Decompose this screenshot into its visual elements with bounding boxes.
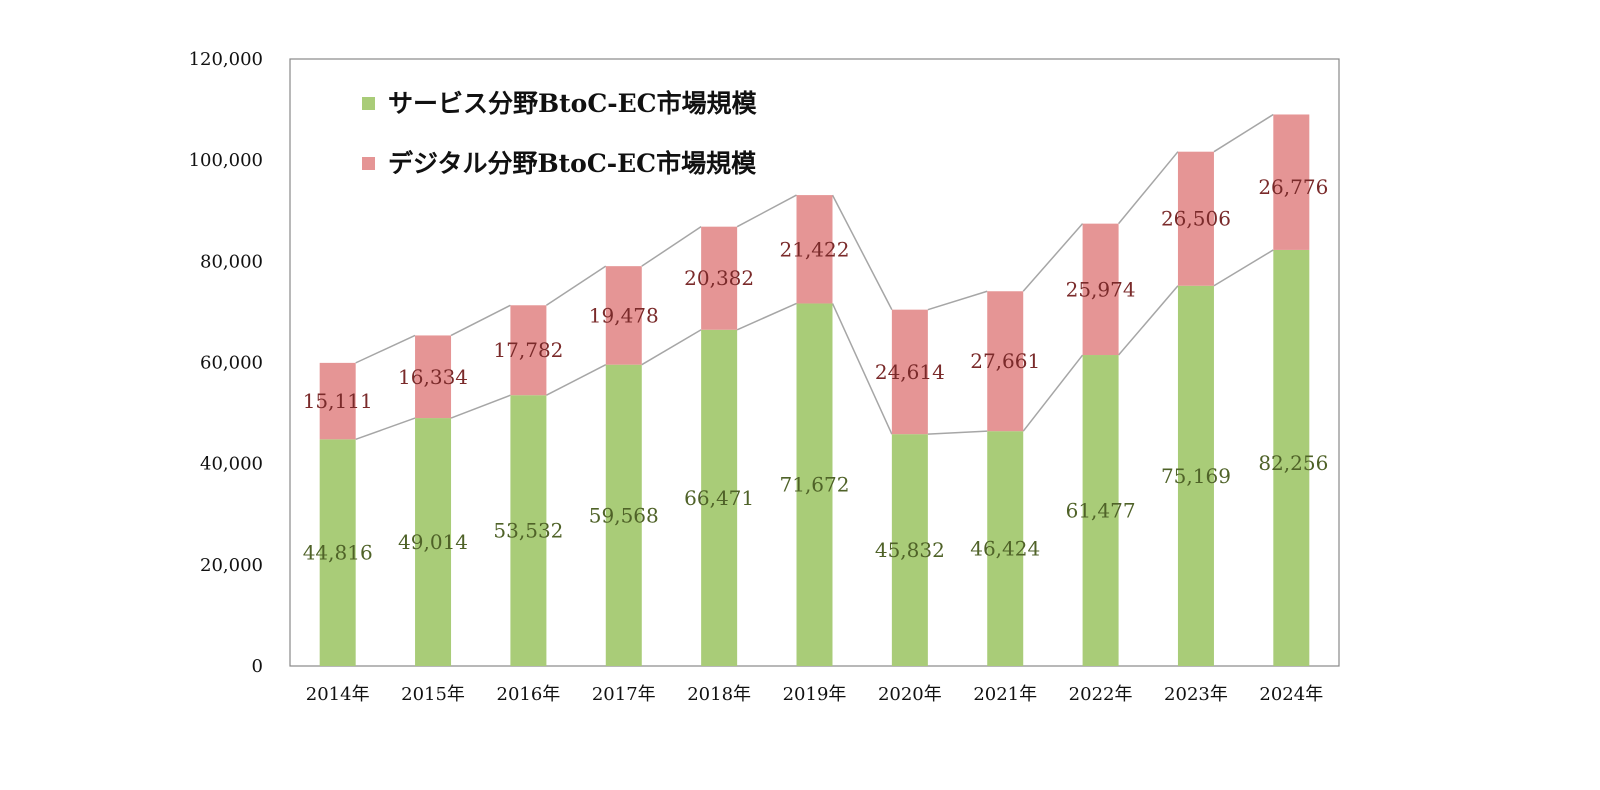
- data-label-digital: 16,334: [398, 365, 468, 389]
- y-axis: 0 20,000 40,000 60,000 80,000 100,000 120,000: [189, 49, 263, 677]
- bar-digital: [605, 266, 642, 365]
- data-label-digital: 15,111: [303, 389, 373, 413]
- bar-digital: [415, 335, 452, 419]
- data-label-service: 82,256: [1258, 451, 1328, 475]
- data-label-digital: 20,382: [684, 266, 754, 290]
- series-line-service: [927, 430, 988, 435]
- legend-swatch-service: [362, 97, 375, 110]
- data-label-digital: 25,974: [1066, 277, 1136, 301]
- series-line-total: [545, 265, 607, 306]
- bar-digital: [1273, 114, 1310, 250]
- data-label-service: 49,014: [398, 530, 468, 554]
- bar-service: [796, 303, 833, 666]
- data-label-service: 71,672: [780, 473, 850, 497]
- data-label-service: 59,568: [589, 503, 659, 527]
- bar-digital: [987, 291, 1024, 432]
- series-line-service: [641, 329, 702, 366]
- bars: [319, 114, 1310, 666]
- x-tick-label: 2023年: [1164, 684, 1228, 705]
- bar-service: [1177, 285, 1214, 666]
- series-line-service: [1118, 285, 1179, 356]
- series-line-total: [1213, 113, 1274, 153]
- series-lines: [355, 113, 1274, 441]
- bar-digital: [1177, 151, 1214, 286]
- series-line-service: [355, 417, 416, 441]
- bar-digital: [1082, 223, 1119, 356]
- bar-service: [701, 329, 738, 666]
- series-line-total: [1022, 223, 1084, 292]
- x-tick-label: 2022年: [1069, 684, 1133, 705]
- data-label-service: 44,816: [303, 541, 373, 565]
- y-tick-label: 120,000: [189, 49, 263, 70]
- series-line-total: [355, 334, 416, 364]
- series-line-service: [736, 302, 797, 331]
- x-tick-label: 2021年: [973, 684, 1037, 705]
- x-tick-label: 2020年: [878, 684, 942, 705]
- legend-label-service: サービス分野BtoC-EC市場規模: [388, 89, 758, 118]
- x-tick-label: 2017年: [592, 684, 656, 705]
- bar-service: [1273, 249, 1310, 666]
- data-labels: 44,816 15,111 49,014 16,334 53,532 17,782 59,5…: [303, 175, 1329, 564]
- series-line-service: [546, 364, 607, 396]
- data-label-digital: 26,506: [1161, 207, 1231, 231]
- x-tick-label: 2024年: [1259, 684, 1323, 705]
- bar-service: [891, 434, 928, 666]
- x-tick-label: 2016年: [497, 684, 561, 705]
- bar-service: [987, 431, 1024, 666]
- bar-service: [1082, 355, 1119, 666]
- data-label-digital: 17,782: [493, 338, 563, 362]
- bar-service: [510, 395, 547, 666]
- bar-digital: [891, 309, 928, 435]
- data-label-digital: 24,614: [875, 360, 945, 384]
- data-label-digital: 19,478: [589, 303, 659, 327]
- data-label-service: 45,832: [875, 538, 945, 562]
- data-label-digital: 27,661: [970, 349, 1040, 373]
- series-line-total: [1118, 151, 1179, 225]
- bar-service: [319, 439, 356, 666]
- y-tick-label: 0: [252, 656, 263, 677]
- bar-digital: [510, 305, 547, 396]
- y-tick-label: 100,000: [189, 150, 263, 171]
- x-tick-label: 2019年: [783, 684, 847, 705]
- x-tick-label: 2014年: [306, 684, 370, 705]
- bar-digital: [796, 195, 833, 304]
- data-label-service: 61,477: [1066, 499, 1136, 523]
- data-label-service: 53,532: [493, 519, 563, 543]
- x-tick-label: 2018年: [687, 684, 751, 705]
- data-label-service: 75,169: [1161, 464, 1231, 488]
- y-tick-label: 40,000: [200, 454, 263, 475]
- data-label-service: 46,424: [970, 537, 1040, 561]
- series-line-service: [450, 394, 511, 419]
- series-line-total: [450, 304, 511, 337]
- data-label-digital: 21,422: [780, 237, 850, 261]
- x-axis: 2014年 2015年 2016年 2017年 2018年 2019年 2020年 2021年…: [306, 684, 1323, 705]
- y-tick-label: 60,000: [200, 353, 263, 374]
- y-tick-label: 20,000: [200, 555, 263, 576]
- series-line-total: [831, 194, 893, 311]
- series-line-total: [641, 226, 702, 267]
- y-tick-label: 80,000: [200, 251, 263, 272]
- series-line-total: [927, 290, 988, 311]
- bar-service: [605, 364, 642, 666]
- series-line-total: [736, 194, 797, 228]
- series-line-service: [831, 303, 893, 435]
- bar-service: [415, 418, 452, 666]
- legend-label-digital: デジタル分野BtoC-EC市場規模: [388, 149, 757, 178]
- x-tick-label: 2015年: [401, 684, 465, 705]
- bar-digital: [701, 226, 738, 330]
- legend: サービス分野BtoC-EC市場規模 デジタル分野BtoC-EC市場規模: [362, 89, 758, 178]
- series-line-service: [1022, 354, 1084, 432]
- legend-swatch-digital: [362, 157, 375, 170]
- data-label-digital: 26,776: [1258, 175, 1328, 199]
- bar-digital: [319, 362, 356, 440]
- data-label-service: 66,471: [684, 486, 754, 510]
- series-line-service: [1213, 249, 1274, 287]
